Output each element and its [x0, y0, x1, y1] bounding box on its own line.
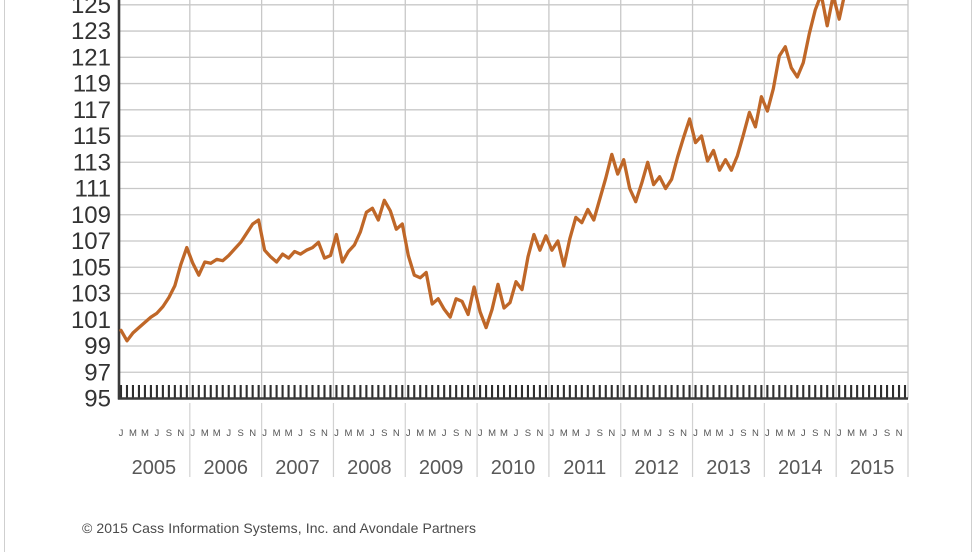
y-axis-tick-label: 125 — [71, 0, 111, 19]
year-label: 2012 — [634, 457, 679, 479]
month-label: S — [525, 428, 531, 439]
month-label: M — [428, 428, 436, 439]
month-label: M — [141, 428, 149, 439]
month-label: J — [334, 428, 339, 439]
month-label: J — [873, 428, 878, 439]
year-label: 2013 — [706, 457, 751, 479]
month-label: M — [632, 428, 640, 439]
month-label: J — [729, 428, 734, 439]
y-axis-tick-label: 119 — [73, 71, 111, 98]
y-axis-tick-label: 95 — [84, 386, 111, 413]
month-label: J — [226, 428, 231, 439]
month-label: N — [536, 428, 543, 439]
month-label: N — [752, 428, 759, 439]
year-label: 2011 — [563, 457, 606, 479]
month-label: J — [155, 428, 160, 439]
month-label: S — [238, 428, 244, 439]
month-label: J — [190, 428, 195, 439]
year-label: 2015 — [850, 457, 895, 479]
y-axis-tick-label: 121 — [71, 44, 111, 71]
month-label: S — [453, 428, 459, 439]
month-label: N — [249, 428, 256, 439]
month-label: J — [585, 428, 590, 439]
month-label: J — [837, 428, 842, 439]
month-label: M — [644, 428, 652, 439]
month-label: J — [693, 428, 698, 439]
month-label: N — [321, 428, 328, 439]
month-label: M — [560, 428, 568, 439]
y-axis-tick-label: 109 — [71, 202, 111, 229]
y-axis-tick-label: 111 — [75, 176, 111, 203]
month-label: J — [119, 428, 124, 439]
month-label: J — [478, 428, 483, 439]
month-label: J — [801, 428, 806, 439]
card-left-border — [4, 0, 5, 552]
month-label: M — [201, 428, 209, 439]
month-label: J — [442, 428, 447, 439]
year-label: 2008 — [347, 457, 392, 479]
month-label: N — [177, 428, 184, 439]
y-axis-tick-label: 123 — [71, 18, 111, 45]
month-label: M — [273, 428, 281, 439]
year-label: 2009 — [419, 457, 464, 479]
month-label: S — [740, 428, 746, 439]
month-label: S — [884, 428, 890, 439]
month-label: J — [765, 428, 770, 439]
month-label: M — [285, 428, 293, 439]
month-label: J — [621, 428, 626, 439]
month-label: M — [775, 428, 783, 439]
month-label: M — [129, 428, 137, 439]
index-line-series — [119, 0, 846, 343]
year-label: 2006 — [203, 457, 248, 479]
month-label: M — [213, 428, 221, 439]
month-label: N — [896, 428, 903, 439]
month-label: M — [356, 428, 364, 439]
month-label: S — [668, 428, 674, 439]
month-label: J — [262, 428, 267, 439]
month-label: N — [393, 428, 400, 439]
month-label: N — [608, 428, 615, 439]
year-label: 2007 — [275, 457, 320, 479]
copyright-text: © 2015 Cass Information Systems, Inc. an… — [82, 520, 477, 536]
month-label: M — [344, 428, 352, 439]
y-axis-tick-label: 113 — [73, 149, 111, 176]
month-label: S — [381, 428, 387, 439]
month-label: N — [465, 428, 472, 439]
month-label: N — [680, 428, 687, 439]
month-label: M — [787, 428, 795, 439]
year-label: 2010 — [491, 457, 536, 479]
month-label: S — [597, 428, 603, 439]
month-label: M — [572, 428, 580, 439]
month-label: J — [657, 428, 662, 439]
month-label: J — [550, 428, 555, 439]
month-label: N — [824, 428, 831, 439]
y-axis-tick-label: 115 — [73, 123, 111, 150]
y-axis-tick-label: 97 — [84, 359, 111, 386]
month-label: M — [847, 428, 855, 439]
y-axis-tick-label: 107 — [71, 228, 111, 255]
month-label: J — [406, 428, 411, 439]
month-label: M — [488, 428, 496, 439]
year-label: 2014 — [778, 457, 823, 479]
month-label: S — [309, 428, 315, 439]
y-axis-tick-label: 101 — [71, 307, 111, 334]
y-axis-tick-label: 99 — [84, 333, 111, 360]
month-label: M — [500, 428, 508, 439]
y-axis-tick-label: 117 — [73, 97, 111, 124]
year-label: 2005 — [132, 457, 177, 479]
card-right-border — [971, 0, 972, 552]
month-label: M — [704, 428, 712, 439]
month-label: M — [416, 428, 424, 439]
month-label: M — [859, 428, 867, 439]
month-label: J — [514, 428, 519, 439]
y-axis-tick-label: 103 — [71, 281, 111, 308]
month-label: J — [298, 428, 303, 439]
y-axis-tick-label: 105 — [71, 254, 111, 281]
month-label: M — [716, 428, 724, 439]
month-label: J — [370, 428, 375, 439]
month-label: S — [166, 428, 172, 439]
month-label: S — [812, 428, 818, 439]
